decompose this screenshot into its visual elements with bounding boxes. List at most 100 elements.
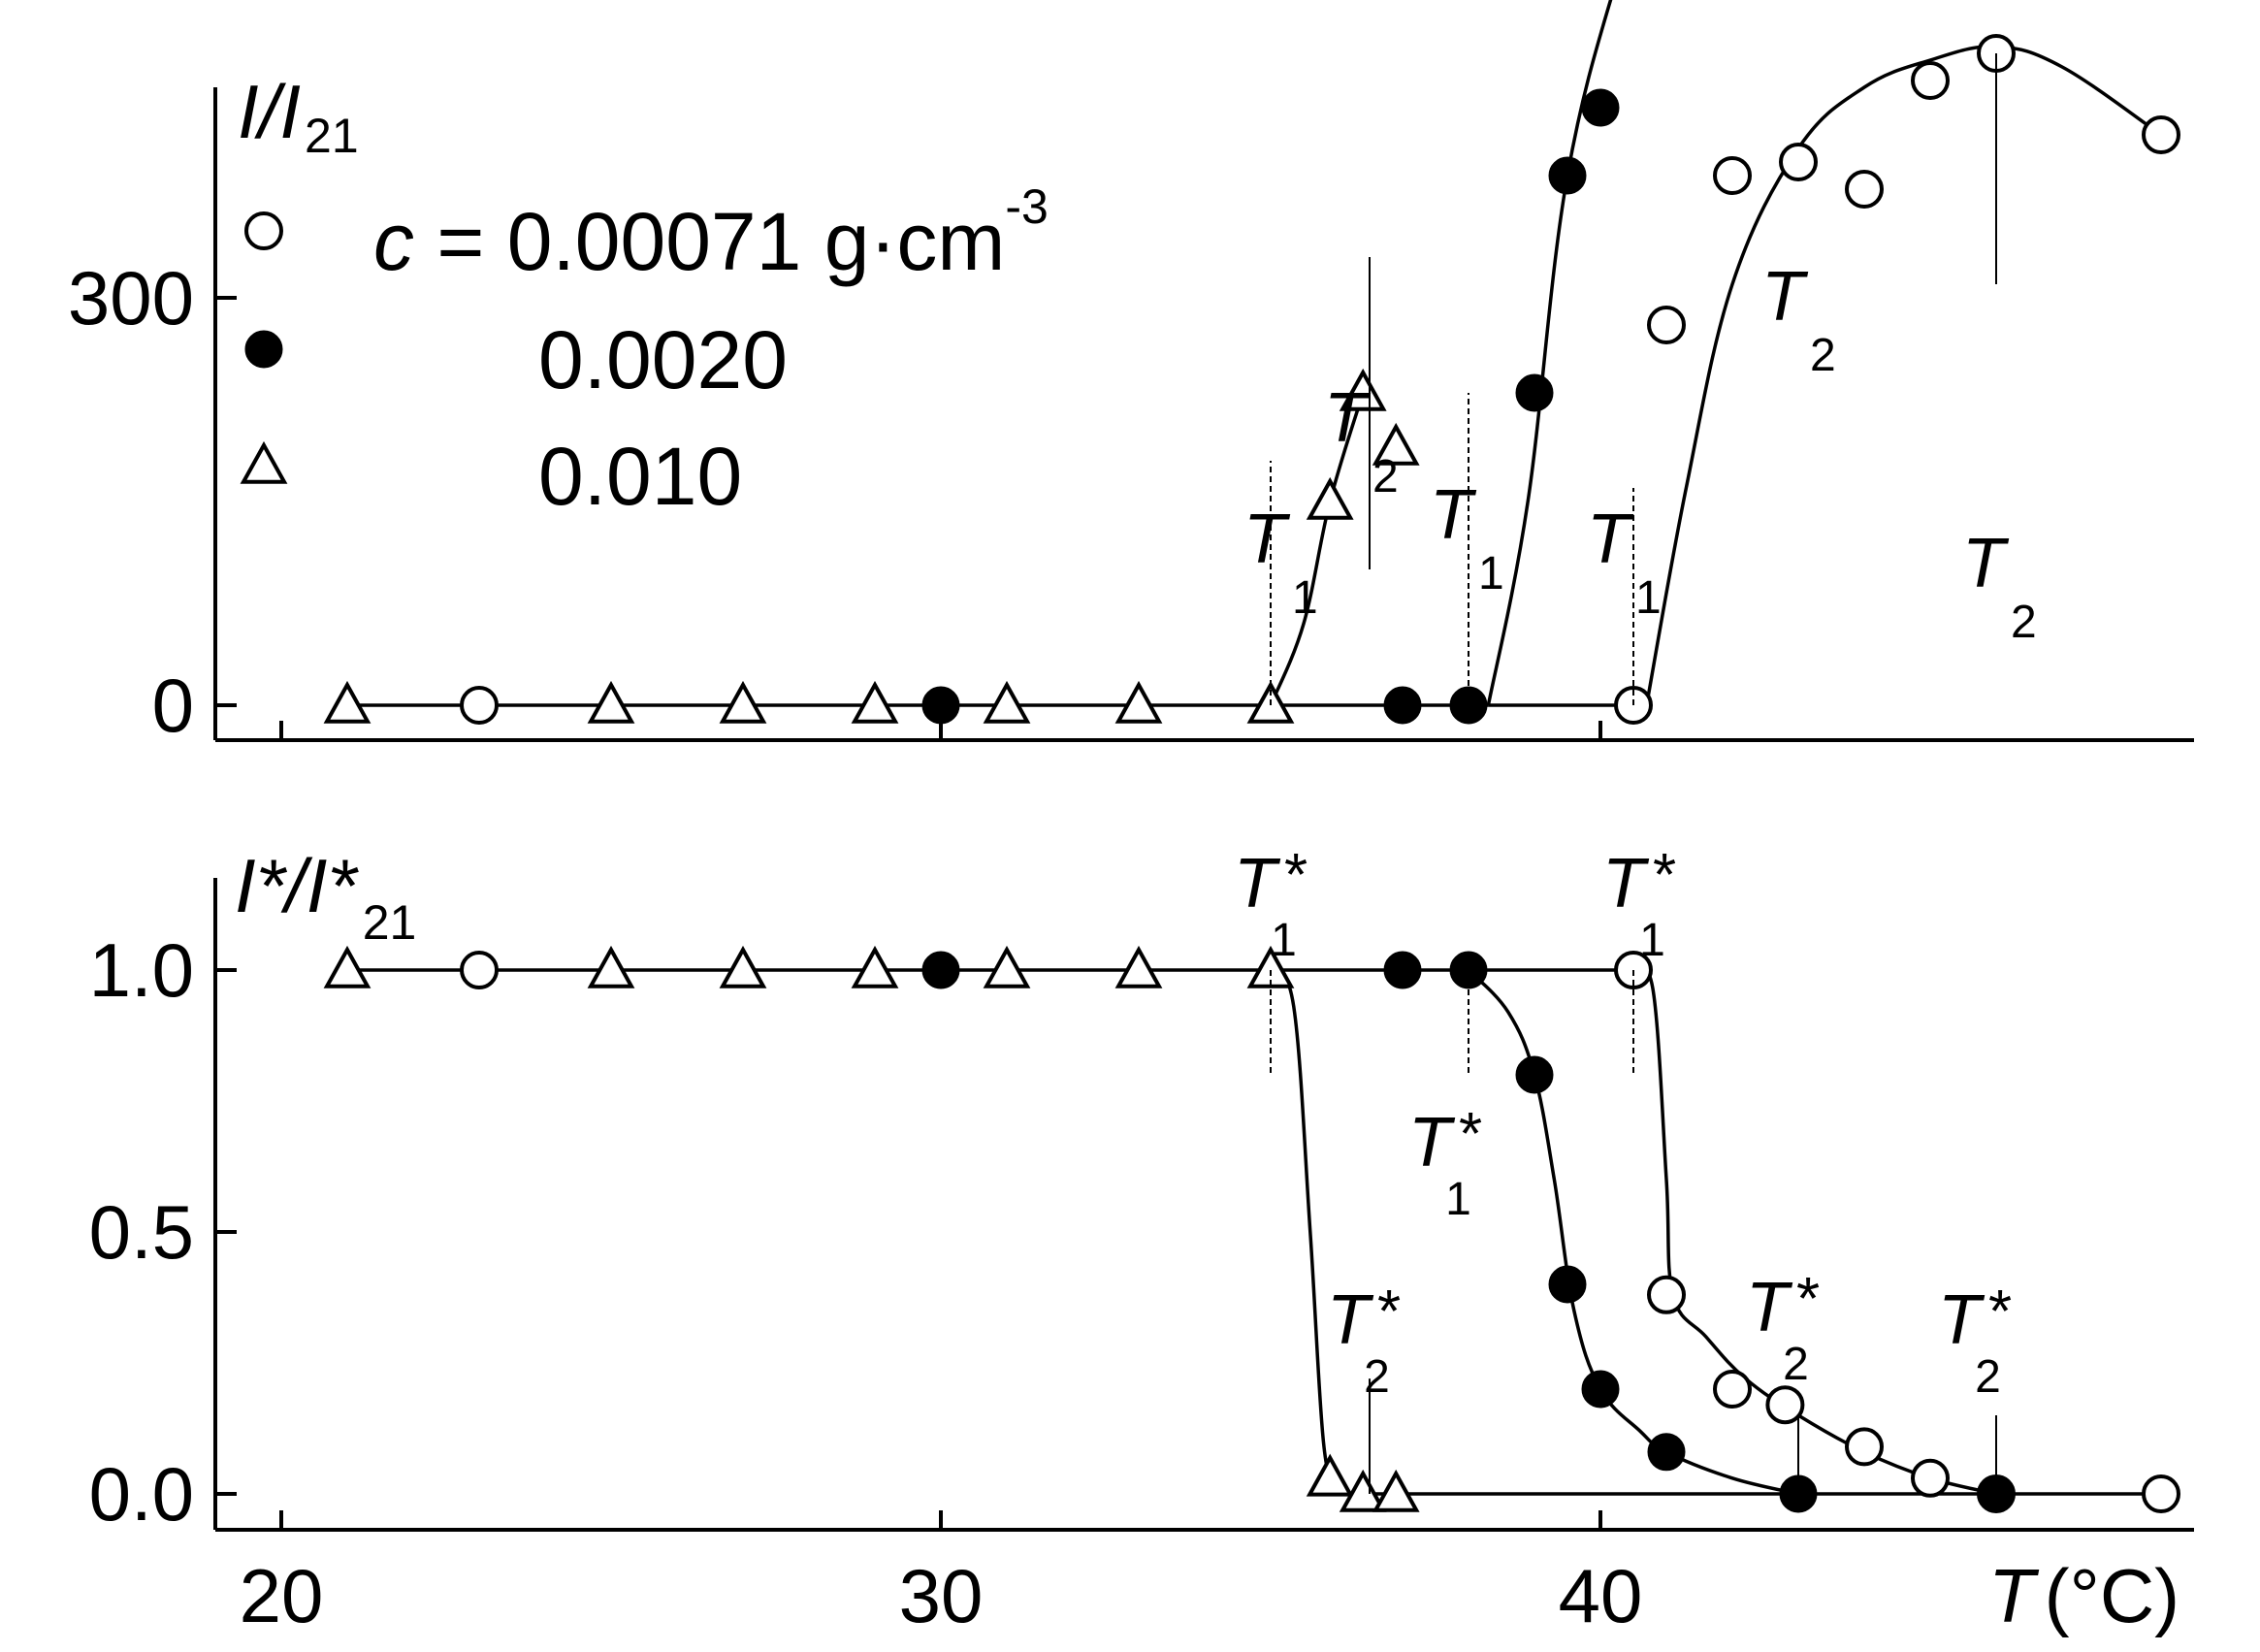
top-curve-0.00071 bbox=[1644, 45, 2162, 706]
annotation-sub: 2 bbox=[1372, 451, 1399, 502]
annotation-sub: 1 bbox=[1271, 915, 1297, 966]
bottom-point-open-triangle bbox=[1306, 1453, 1354, 1497]
y-title-sub: 21 bbox=[305, 109, 359, 163]
bottom-point-open-triangle bbox=[719, 945, 767, 988]
bottom-x-tick-label: 20 bbox=[240, 1553, 324, 1638]
top-annotation-label: T2 bbox=[1761, 258, 1836, 381]
annotation-T: T bbox=[1408, 1104, 1456, 1182]
y-title-main: I/I bbox=[238, 69, 301, 154]
top-annotation-label: T2 bbox=[1962, 525, 2037, 648]
top-annotation-label: T1 bbox=[1430, 476, 1504, 599]
annotation-star: * bbox=[1988, 1279, 2012, 1345]
bottom-x-tick-label: 30 bbox=[899, 1553, 984, 1638]
x-title-main: T bbox=[1988, 1553, 2040, 1638]
bottom-curve-0.00071 bbox=[1631, 966, 1997, 1496]
bottom-annotation-label: T * 1 bbox=[1408, 1101, 1482, 1225]
bottom-point-open-circle bbox=[1765, 1385, 1805, 1425]
bottom-y-axis-title: I*/I* 21 bbox=[235, 843, 416, 950]
top-annotation-label: T2 bbox=[1324, 379, 1399, 502]
annotation-star: * bbox=[1284, 842, 1308, 909]
bottom-annotation-label: T * 2 bbox=[1746, 1266, 1820, 1390]
top-point-open-circle bbox=[1713, 156, 1752, 195]
annotation-sub: 2 bbox=[1975, 1351, 2001, 1403]
annotation-sub: 1 bbox=[1639, 915, 1665, 966]
bottom-point-open-circle bbox=[1845, 1427, 1884, 1467]
legend: c = 0.00071 g·cm-3 0.0020 0.010 bbox=[240, 179, 1049, 522]
top-point-filled-circle bbox=[1515, 373, 1554, 412]
top-point-open-circle bbox=[460, 686, 499, 725]
bottom-point-open-triangle bbox=[983, 945, 1031, 988]
y-title-main: I*/I* bbox=[235, 843, 359, 928]
annotation-sub: 2 bbox=[1364, 1351, 1390, 1403]
bottom-curve-0.0020 bbox=[1467, 968, 1799, 1496]
bottom-point-filled-circle bbox=[1647, 1433, 1686, 1472]
annotation-star: * bbox=[1459, 1101, 1482, 1168]
top-point-open-circle bbox=[1647, 306, 1686, 344]
x-axis-title: T (°C) bbox=[1988, 1553, 2179, 1638]
annotation-T: T bbox=[1234, 845, 1281, 923]
top-point-open-circle bbox=[1779, 143, 1818, 181]
annotation-T: T bbox=[1243, 501, 1291, 578]
top-point-filled-circle bbox=[1548, 156, 1587, 195]
bottom-point-open-triangle bbox=[1339, 1469, 1387, 1512]
annotation-sub: 1 bbox=[1478, 548, 1504, 599]
top-annotation-label: T1 bbox=[1243, 501, 1318, 624]
annotation-T: T bbox=[1602, 845, 1650, 923]
legend-c-symbol: c bbox=[373, 196, 414, 287]
bottom-point-open-triangle bbox=[851, 945, 899, 988]
bottom-y-tick-label: 0.5 bbox=[89, 1189, 194, 1275]
top-y-axis-title: I/I21 bbox=[238, 69, 359, 163]
top-point-open-triangle bbox=[587, 680, 635, 724]
top-y-tick-label: 0 bbox=[152, 663, 194, 748]
bottom-point-filled-circle bbox=[1383, 951, 1422, 989]
annotation-T: T bbox=[1587, 501, 1634, 578]
bottom-point-filled-circle bbox=[1581, 1370, 1620, 1409]
bottom-point-filled-circle bbox=[921, 951, 960, 989]
annotation-T: T bbox=[1327, 1281, 1374, 1359]
legend-marker-open-triangle bbox=[240, 440, 288, 484]
bottom-point-open-circle bbox=[1647, 1275, 1686, 1314]
annotation-T: T bbox=[1761, 258, 1809, 336]
top-curve-0.010 bbox=[1269, 392, 1365, 706]
annotation-sub: 1 bbox=[1635, 572, 1662, 624]
annotation-star: * bbox=[1653, 842, 1676, 909]
bottom-y-tick-label: 0.0 bbox=[89, 1451, 194, 1537]
bottom-x-tick-label: 40 bbox=[1559, 1553, 1643, 1638]
annotation-T: T bbox=[1746, 1269, 1793, 1346]
annotation-star: * bbox=[1796, 1266, 1820, 1333]
annotation-sub: 1 bbox=[1292, 572, 1318, 624]
annotation-T: T bbox=[1938, 1281, 1986, 1359]
top-point-open-triangle bbox=[851, 680, 899, 724]
bottom-annotation-label: T * 1 bbox=[1602, 842, 1676, 966]
top-point-open-triangle bbox=[323, 680, 371, 724]
bottom-point-open-triangle bbox=[587, 945, 635, 988]
top-point-open-triangle bbox=[1339, 368, 1387, 411]
top-point-open-circle bbox=[1845, 170, 1884, 209]
top-point-open-triangle bbox=[1372, 422, 1420, 466]
top-point-filled-circle bbox=[1581, 88, 1620, 127]
bottom-point-filled-circle bbox=[1548, 1265, 1587, 1304]
top-curve-0.0020 bbox=[1486, 0, 1613, 706]
annotation-T: T bbox=[1430, 476, 1477, 554]
bottom-point-open-circle bbox=[1713, 1370, 1752, 1409]
annotation-sub: 2 bbox=[2011, 597, 2037, 648]
y-title-sub: 21 bbox=[363, 895, 417, 950]
bottom-annotation-label: T * 2 bbox=[1938, 1279, 2012, 1403]
top-annotation-label: T1 bbox=[1587, 501, 1662, 624]
bottom-point-open-triangle bbox=[323, 945, 371, 988]
top-point-open-triangle bbox=[1306, 476, 1354, 520]
bottom-y-tick-label: 1.0 bbox=[89, 927, 194, 1013]
legend-value: = 0.00071 g·cm bbox=[414, 196, 1005, 287]
top-point-filled-circle bbox=[921, 686, 960, 725]
bottom-annotation-label: T * 2 bbox=[1327, 1279, 1401, 1403]
annotation-sub: 1 bbox=[1445, 1174, 1471, 1225]
x-title-unit: (°C) bbox=[2045, 1553, 2179, 1638]
bottom-point-open-circle bbox=[2142, 1474, 2180, 1513]
bottom-curve-0.010 bbox=[1269, 968, 1339, 1495]
bottom-annotation-label: T * 1 bbox=[1234, 842, 1308, 966]
top-point-open-triangle bbox=[1114, 680, 1163, 724]
bottom-point-open-circle bbox=[460, 951, 499, 989]
